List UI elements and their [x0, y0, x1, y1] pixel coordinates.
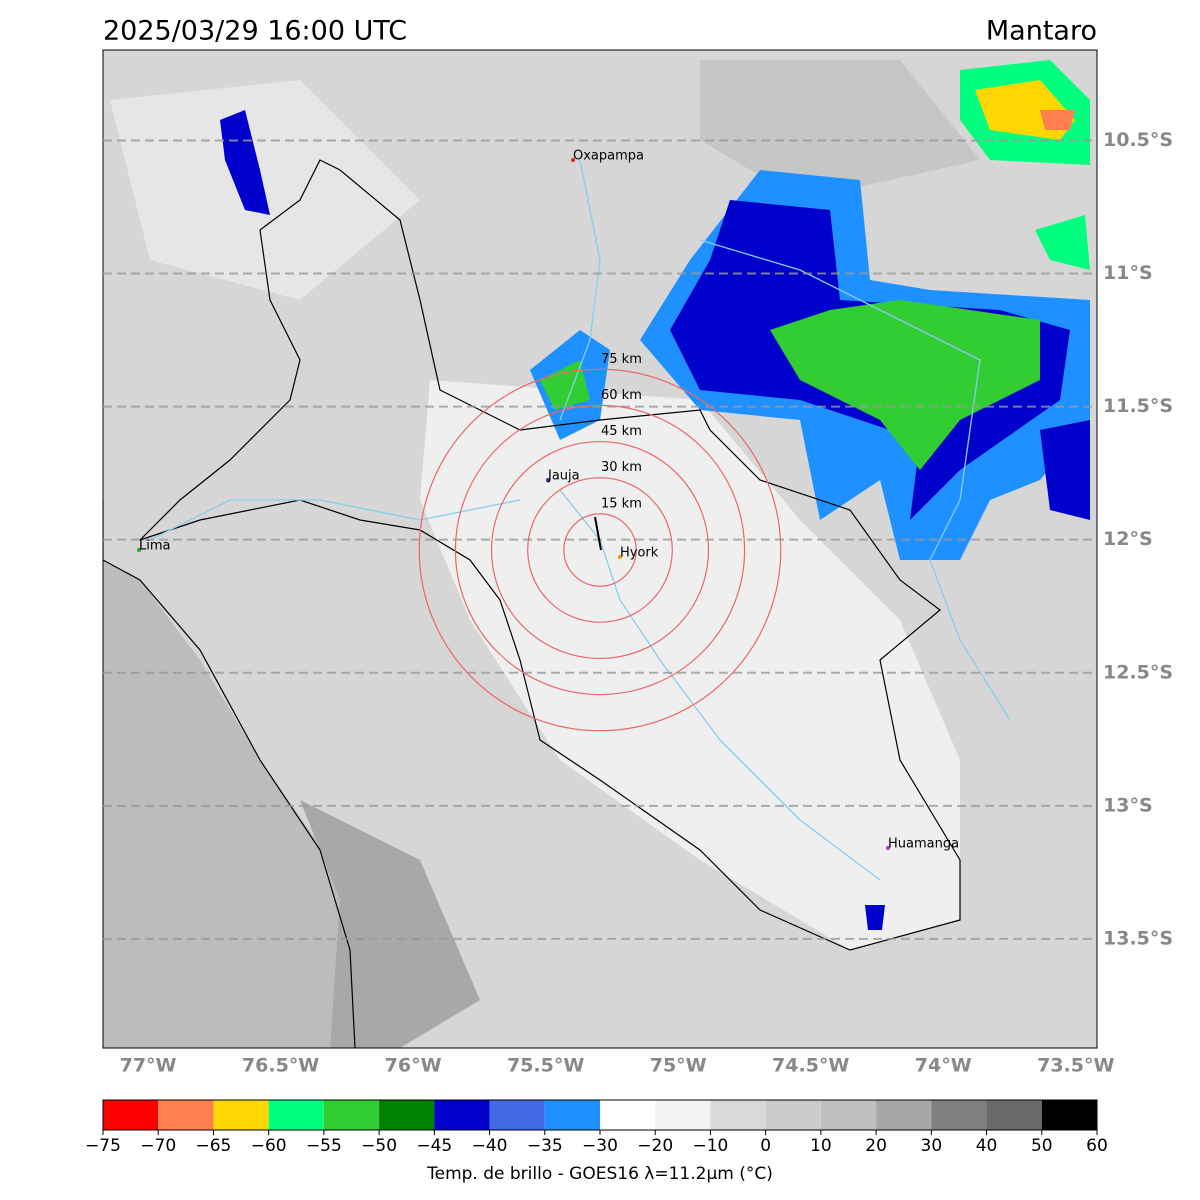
colorbar-segment [655, 1100, 711, 1130]
colorbar-tick-label: 40 [976, 1136, 998, 1156]
colorbar-segment [765, 1100, 821, 1130]
colorbar-segment [544, 1100, 600, 1130]
colorbar-segment [710, 1100, 766, 1130]
lat-label: 13.5°S [1103, 927, 1173, 949]
lon-label: 74.5°W [772, 1055, 849, 1077]
range-ring [490, 440, 710, 660]
ring-label: 75 km [601, 352, 642, 367]
colorbar-segment [103, 1100, 159, 1130]
colorbar-tick-label: −70 [140, 1136, 176, 1156]
lon-label: 77°W [120, 1055, 177, 1077]
colorbar-tick-label: −65 [195, 1136, 231, 1156]
colorbar-tick-label: −75 [85, 1136, 121, 1156]
city-label: Oxapampa [573, 149, 644, 164]
lat-label: 12.5°S [1103, 661, 1173, 683]
colorbar-segment [379, 1100, 435, 1130]
city-label: Jauja [547, 469, 580, 484]
colorbar-tick-label: −30 [582, 1136, 618, 1156]
colorbar-tick-label: 50 [1031, 1136, 1053, 1156]
range-ring [418, 368, 782, 732]
city-marker [571, 158, 575, 162]
colorbar-segment [931, 1100, 987, 1130]
colorbar-tick-label: 20 [865, 1136, 887, 1156]
colorbar-tick-label: −50 [361, 1136, 397, 1156]
satellite-image [103, 50, 1097, 1048]
colorbar-tick-label: −60 [251, 1136, 287, 1156]
lat-label: 13°S [1103, 794, 1153, 816]
city-label: Hyork [620, 546, 659, 561]
region-name: Mantaro [986, 16, 1097, 47]
colorbar-label: Temp. de brillo - GOES16 λ=11.2μm (°C) [426, 1164, 773, 1184]
lat-label: 12°S [1103, 528, 1153, 550]
colorbar-tick-label: 0 [760, 1136, 771, 1156]
lon-label: 75.5°W [507, 1055, 584, 1077]
colorbar-tick-label: −40 [472, 1136, 508, 1156]
colorbar-segment [268, 1100, 324, 1130]
range-ring [527, 477, 673, 623]
lon-label: 73.5°W [1037, 1055, 1114, 1077]
colorbar-segment [158, 1100, 214, 1130]
lon-label: 76.5°W [242, 1055, 319, 1077]
ring-label: 45 km [601, 424, 642, 439]
colorbar-tick-label: −45 [416, 1136, 452, 1156]
city-marker [137, 548, 141, 552]
lat-label: 11.5°S [1103, 395, 1173, 417]
range-ring [454, 404, 746, 696]
colorbar-tick-label: 30 [921, 1136, 943, 1156]
colorbar-tick-label: −10 [692, 1136, 728, 1156]
colorbar-segment [876, 1100, 932, 1130]
colorbar-segment [213, 1100, 269, 1130]
colorbar-tick-label: −55 [306, 1136, 342, 1156]
lon-label: 74°W [915, 1055, 972, 1077]
city-marker [546, 478, 550, 482]
ring-label: 15 km [601, 496, 642, 511]
city-marker [886, 846, 890, 850]
colorbar-tick-label: 60 [1086, 1136, 1108, 1156]
lat-label: 11°S [1103, 262, 1153, 284]
title: 2025/03/29 16:00 UTC [103, 16, 407, 47]
colorbar-segment [600, 1100, 656, 1130]
ring-label: 30 km [601, 460, 642, 475]
map-frame [102, 49, 1098, 1049]
colorbar-segment [323, 1100, 380, 1130]
colorbar-segment [434, 1100, 490, 1130]
lat-label: 10.5°S [1103, 129, 1173, 151]
city-label: Huamanga [888, 837, 959, 852]
range-ring [563, 513, 637, 587]
city-marker [618, 555, 622, 559]
colorbar-tick-label: −20 [637, 1136, 673, 1156]
lon-label: 76°W [385, 1055, 442, 1077]
colorbar-segment [820, 1100, 877, 1130]
colorbar-segment [986, 1100, 1042, 1130]
colorbar-tick-label: 10 [810, 1136, 832, 1156]
city-label: Lima [139, 539, 170, 554]
ring-label: 60 km [601, 388, 642, 403]
colorbar-segment [489, 1100, 545, 1130]
lon-label: 75°W [650, 1055, 707, 1077]
radar-beam [594, 516, 602, 551]
colorbar-tick-label: −35 [527, 1136, 563, 1156]
colorbar-segment [1041, 1100, 1097, 1130]
